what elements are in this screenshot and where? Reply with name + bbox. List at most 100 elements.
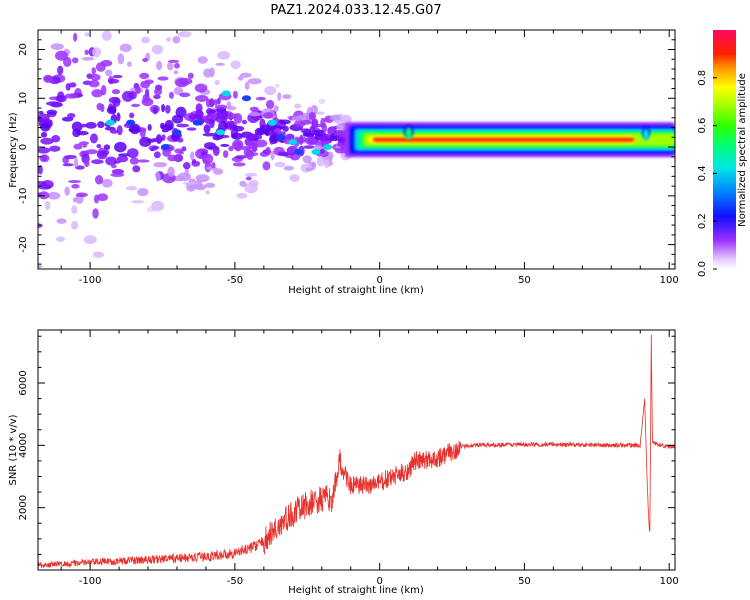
heatmap-blob [167,59,180,63]
colorbar-gradient [713,30,736,269]
heatmap-blob [110,164,117,169]
heatmap-blob [173,70,179,75]
heatmap-blob [248,179,259,187]
heatmap-blob [114,141,127,153]
heatmap-blob [142,57,148,63]
heatmap-blob [296,136,307,144]
heatmap-blob [245,176,252,181]
heatmap-hotspot [192,119,202,126]
snr-x-axis-label: Height of straight line (km) [288,585,424,596]
heatmap-blob [203,142,216,150]
heatmap-blob [88,80,100,88]
heatmap-y-tick-label: -20 [18,236,29,252]
heatmap-blob [84,159,90,168]
heatmap-blob [38,191,50,200]
heatmap-blob [40,122,51,132]
heatmap-hotspot [172,129,182,136]
heatmap-blob [132,0,145,4]
heatmap-blob [156,60,163,71]
tone-band-layer [372,137,635,142]
heatmap-blob [46,12,52,20]
heatmap-blob [312,118,319,129]
heatmap-blob [68,179,81,184]
heatmap-blob [204,182,216,188]
heatmap-blob [125,186,138,191]
heatmap-blob [216,109,229,120]
heatmap-blob [222,150,229,158]
heatmap-blob [147,124,152,131]
heatmap-hotspot [160,144,170,151]
heatmap-blob [100,59,113,67]
heatmap-blob [100,84,107,96]
heatmap-blob [89,133,98,144]
heatmap-blob [244,172,258,177]
colorbar: 0.0 0.2 0.4 0.6 0.8 Normalized spectral ampl… [697,30,748,277]
heatmap-blob [316,111,325,115]
heatmap-blob [249,152,259,156]
heatmap-blob [229,120,235,130]
heatmap-blob [293,103,302,109]
heatmap-hotspot [276,134,286,141]
heatmap-blob [65,83,71,91]
heatmap-blob [167,166,175,178]
heatmap-y-axis-label: Frequency (Hz) [8,112,19,188]
heatmap-blob [116,125,123,136]
heatmap-blob [38,164,43,175]
heatmap-blob [92,208,99,219]
heatmap-blob [141,36,150,44]
snr-x-tick-label: -50 [227,576,243,587]
heatmap-blob [57,65,64,76]
snr-y-ticks: 2000 4000 6000 [18,335,675,555]
heatmap-blob [205,108,213,115]
heatmap-hotspot [323,144,333,151]
heatmap-blob [141,97,154,107]
heatmap-blob [334,119,347,125]
heatmap-blob [255,96,266,101]
heatmap-blob [246,133,257,142]
heatmap-blob [308,112,317,120]
heatmap-blob [84,49,90,55]
heatmap-blob [111,89,121,95]
heatmap-blob [144,79,154,85]
heatmap-blob [139,127,146,139]
heatmap-blob [269,134,279,144]
heatmap-blob [174,62,180,69]
heatmap-blob [96,150,108,160]
heatmap-blob [232,162,246,167]
heatmap-blob [182,162,191,170]
heatmap-blob [311,161,316,170]
heatmap-blob [283,165,295,171]
heatmap-blob [130,103,141,108]
heatmap-blob [91,67,97,75]
heatmap-blob [44,200,51,210]
heatmap-blob [92,251,105,258]
heatmap-blob [70,220,79,230]
heatmap-blob [155,172,161,182]
heatmap-hotspot [288,139,298,146]
heatmap-blob [121,90,134,102]
heatmap-blob [73,143,83,150]
heatmap-x-tick-label: 0 [376,275,382,286]
heatmap-blob [282,94,292,100]
heatmap-blob [109,129,119,134]
heatmap-blob [127,22,133,27]
heatmap-blob [183,181,197,186]
heatmap-blob [234,155,248,159]
heatmap-blob [201,153,214,165]
colorbar-ticks: 0.0 0.2 0.4 0.6 0.8 [697,70,717,277]
heatmap-blob [116,112,121,122]
heatmap-blob [177,31,192,38]
heatmap-blob [55,236,66,242]
heatmap-blob [72,128,81,138]
heatmap-x-tick-label: -50 [227,275,243,286]
heatmap-blob [80,123,87,128]
heatmap-blob [116,155,129,163]
heatmap-blob [101,178,113,188]
heatmap-blob [96,143,102,149]
heatmap-y-tick-label: 0 [18,144,29,150]
heatmap-blob [197,56,208,64]
heatmap-blob [264,85,277,96]
heatmap-blob [194,83,208,93]
